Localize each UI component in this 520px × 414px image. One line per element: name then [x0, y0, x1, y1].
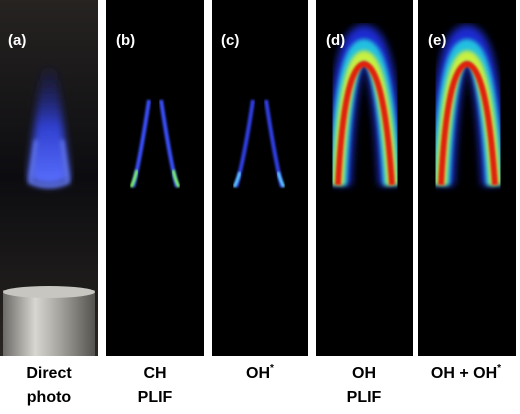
panel-c: (c)	[212, 0, 308, 356]
caption: OH*	[246, 363, 274, 382]
panel-label: (d)	[326, 32, 345, 49]
caption-text: OH	[246, 365, 270, 382]
caption: OH + OH*	[431, 363, 501, 382]
panel-e: (e)	[418, 0, 516, 356]
panel-label: (b)	[116, 32, 135, 49]
caption-sup: *	[497, 363, 501, 374]
caption: PLIF	[347, 389, 382, 406]
caption: photo	[27, 389, 72, 406]
burner-top	[3, 286, 95, 298]
figure: (a) (b) (c) (d)	[0, 0, 520, 414]
page: (a) (b) (c) (d)	[0, 0, 520, 414]
panel-bg	[212, 0, 308, 356]
caption-sup: *	[270, 363, 274, 374]
caption: PLIF	[138, 389, 173, 406]
panel-label: (a)	[8, 32, 26, 49]
panel-d: (d)	[316, 0, 413, 356]
panel-label: (c)	[221, 32, 239, 49]
burner	[3, 290, 95, 356]
panel-bg	[106, 0, 204, 356]
panel-label: (e)	[428, 32, 446, 49]
panel-b: (b)	[106, 0, 204, 356]
caption: Direct	[26, 365, 72, 382]
panel-a: (a)	[0, 0, 98, 356]
caption: OH	[352, 365, 376, 382]
caption-text: OH + OH	[431, 365, 497, 382]
caption: CH	[143, 365, 166, 382]
